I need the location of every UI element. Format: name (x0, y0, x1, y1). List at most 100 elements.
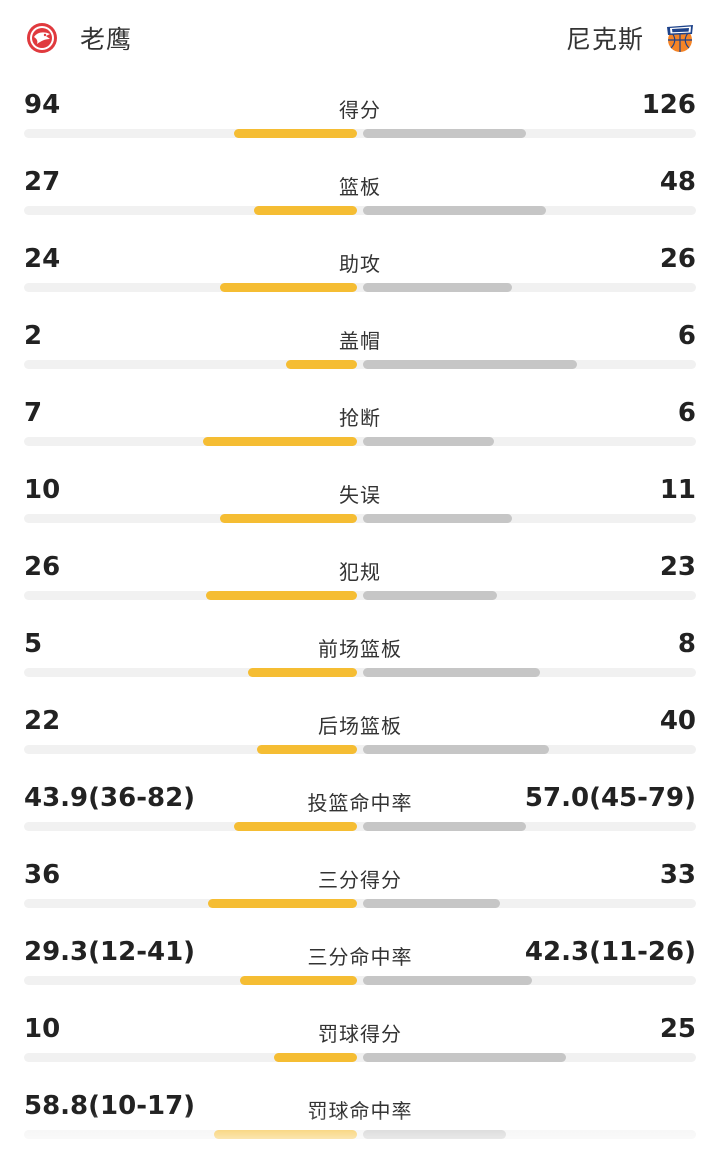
away-bar (363, 668, 540, 677)
comparison-track (24, 437, 696, 446)
stat-label: 罚球命中率 (307, 1099, 413, 1123)
away-bar (363, 822, 526, 831)
away-bar (363, 1053, 566, 1062)
home-bar (220, 283, 357, 292)
away-bar (363, 437, 494, 446)
comparison-track (24, 514, 696, 523)
hawks-logo-icon (27, 23, 57, 53)
comparison-track (24, 822, 696, 831)
away-value: 23 (659, 552, 696, 582)
comparison-track (24, 283, 696, 292)
away-bar (363, 360, 577, 369)
stat-row: 94 得分 126 (0, 78, 720, 155)
stat-label: 投篮命中率 (307, 791, 413, 815)
away-bar (363, 1130, 506, 1139)
stat-row: 43.9(36-82) 投篮命中率 57.0(45-79) (0, 771, 720, 848)
away-value: 33 (659, 860, 696, 890)
away-bar (363, 976, 532, 985)
comparison-track (24, 899, 696, 908)
stat-row: 10 罚球得分 25 (0, 1002, 720, 1079)
away-team-name: 尼克斯 (565, 25, 644, 54)
home-value: 24 (24, 244, 61, 274)
away-value: 48 (659, 167, 696, 197)
stat-row: 29.3(12-41) 三分命中率 42.3(11-26) (0, 925, 720, 1002)
away-value: 126 (641, 90, 696, 120)
comparison-track (24, 1130, 696, 1139)
home-value: 5 (24, 629, 43, 659)
home-value: 27 (24, 167, 61, 197)
away-value: 26 (659, 244, 696, 274)
away-bar (363, 591, 497, 600)
stat-label: 后场篮板 (318, 714, 402, 738)
home-bar (234, 822, 357, 831)
away-value: 40 (659, 706, 696, 736)
away-value: 57.0(45-79) (524, 783, 696, 813)
comparison-track (24, 591, 696, 600)
stat-label: 前场篮板 (318, 637, 402, 661)
stat-label: 抢断 (339, 406, 381, 430)
stat-row: 10 失误 11 (0, 463, 720, 540)
stat-row: 27 篮板 48 (0, 155, 720, 232)
home-value: 43.9(36-82) (24, 783, 196, 813)
away-value: 42.3(11-26) (524, 937, 696, 967)
stat-label: 得分 (339, 98, 381, 122)
stat-label: 盖帽 (339, 329, 381, 353)
stat-row: 36 三分得分 33 (0, 848, 720, 925)
away-bar (363, 206, 546, 215)
home-value: 26 (24, 552, 61, 582)
home-bar (203, 437, 357, 446)
comparison-track (24, 745, 696, 754)
stat-row: 22 后场篮板 40 (0, 694, 720, 771)
home-value: 10 (24, 475, 61, 505)
stat-label: 三分命中率 (307, 945, 413, 969)
stat-row: 2 盖帽 6 (0, 309, 720, 386)
away-bar (363, 745, 549, 754)
home-value: 22 (24, 706, 61, 736)
home-bar (286, 360, 357, 369)
stat-label: 犯规 (339, 560, 381, 584)
comparison-track (24, 668, 696, 677)
away-bar (363, 514, 512, 523)
home-value: 94 (24, 90, 61, 120)
stat-label: 三分得分 (318, 868, 402, 892)
home-bar (208, 899, 357, 908)
stat-row: 24 助攻 26 (0, 232, 720, 309)
home-bar (214, 1130, 357, 1139)
home-bar (240, 976, 357, 985)
home-value: 2 (24, 321, 43, 351)
home-bar (257, 745, 357, 754)
stat-row: 5 前场篮板 8 (0, 617, 720, 694)
comparison-track (24, 1053, 696, 1062)
home-bar (254, 206, 357, 215)
home-value: 10 (24, 1014, 61, 1044)
home-value: 7 (24, 398, 43, 428)
away-value: 11 (659, 475, 696, 505)
home-team-name: 老鹰 (80, 25, 133, 54)
home-bar (248, 668, 357, 677)
stat-row: 58.8(10-17) 罚球命中率 (0, 1079, 720, 1156)
home-bar (206, 591, 357, 600)
home-value: 36 (24, 860, 61, 890)
away-team[interactable]: 尼克斯 (566, 20, 696, 56)
stat-row: 26 犯规 23 (0, 540, 720, 617)
away-value: 25 (659, 1014, 696, 1044)
knicks-logo-icon (667, 25, 693, 52)
stat-label: 失误 (339, 483, 381, 507)
away-value: 6 (677, 398, 696, 428)
stat-label: 助攻 (339, 252, 381, 276)
away-bar (363, 899, 500, 908)
comparison-track (24, 360, 696, 369)
home-bar (234, 129, 357, 138)
home-team[interactable]: 老鹰 (26, 20, 132, 56)
match-header: 老鹰 尼克斯 (0, 0, 720, 78)
stat-label: 罚球得分 (318, 1022, 402, 1046)
away-bar (363, 283, 512, 292)
comparison-track (24, 129, 696, 138)
comparison-track (24, 976, 696, 985)
comparison-track (24, 206, 696, 215)
home-bar (220, 514, 357, 523)
stat-label: 篮板 (339, 175, 381, 199)
home-bar (274, 1053, 357, 1062)
stats-list: 94 得分 126 27 篮板 48 24 助攻 26 2 盖帽 6 7 抢断 6 10 失误 11 26 犯规 23 5… (0, 78, 720, 1156)
away-value: 6 (677, 321, 696, 351)
